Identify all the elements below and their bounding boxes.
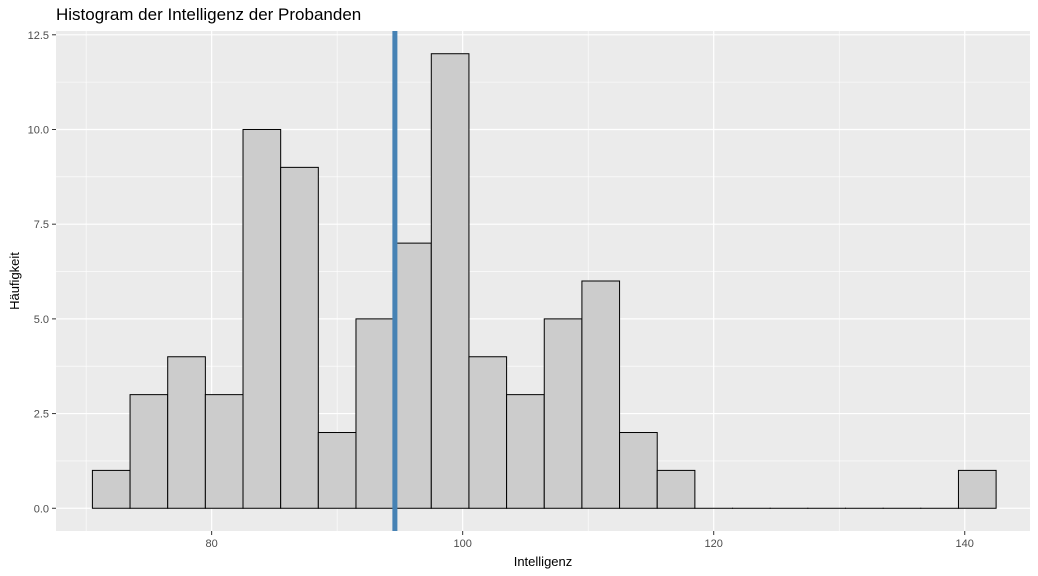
histogram-bar: [204, 394, 244, 509]
histogram-bar: [129, 394, 169, 509]
histogram-bar: [619, 432, 658, 509]
y-tick-label: 12.5: [28, 30, 49, 42]
y-tick-label: 5.0: [34, 314, 49, 326]
histogram-bar: [468, 356, 508, 509]
histogram-bar: [167, 356, 206, 509]
y-tick-label: 7.5: [34, 219, 49, 231]
histogram-bar: [242, 128, 282, 509]
x-tick-label: 80: [206, 538, 218, 550]
y-tick-label: 0.0: [34, 503, 49, 515]
y-axis-title: Häufigkeit: [7, 252, 22, 310]
histogram-bar: [317, 432, 357, 509]
histogram-bar: [355, 318, 395, 509]
histogram-bar: [656, 469, 696, 509]
y-axis: 0.0 2.5 5.0 7.5 10.0 12.5: [28, 30, 56, 515]
y-tick-label: 2.5: [34, 409, 49, 421]
histogram-bar: [91, 469, 131, 509]
grid-minor: [56, 31, 1030, 531]
y-tick-label: 10.0: [28, 124, 49, 136]
histogram-bar: [430, 53, 470, 509]
histogram-bars: [91, 53, 997, 509]
x-tick-label: 100: [453, 538, 471, 550]
histogram-bar: [581, 280, 621, 509]
histogram-bar: [957, 469, 997, 509]
histogram-bar: [506, 394, 545, 509]
histogram-bar: [280, 166, 319, 509]
chart-title: Histogram der Intelligenz der Probanden: [56, 5, 362, 24]
x-tick-label: 120: [705, 538, 723, 550]
x-axis-title: Intelligenz: [514, 554, 573, 569]
x-axis: 80 100 120 140: [206, 531, 974, 550]
histogram-bar: [543, 318, 583, 509]
x-tick-label: 140: [956, 538, 974, 550]
histogram-bar: [393, 242, 432, 509]
